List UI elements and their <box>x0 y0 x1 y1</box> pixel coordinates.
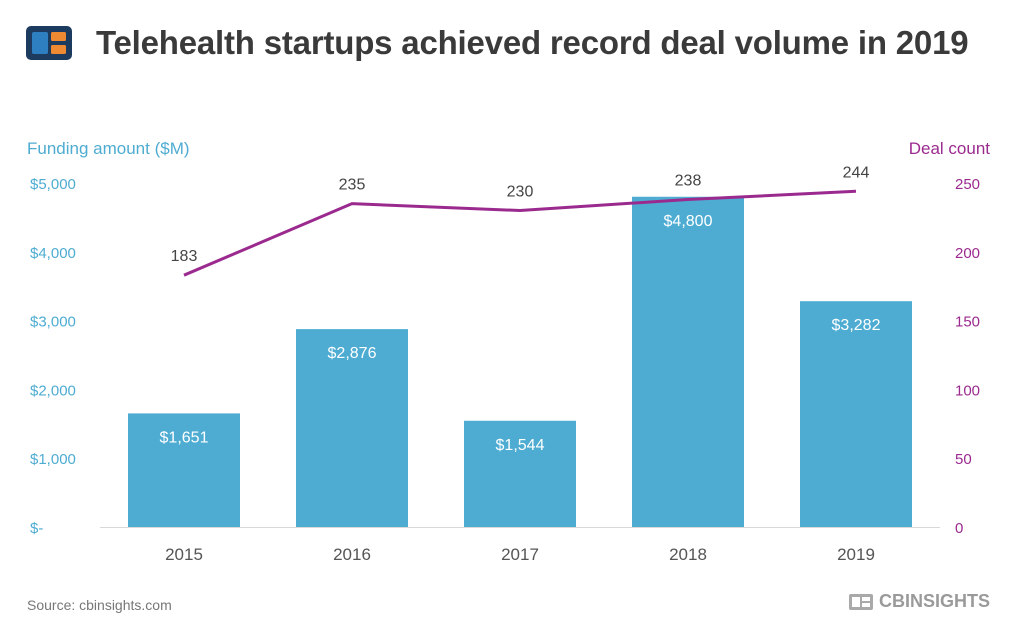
right-axis-tick-label: 100 <box>955 382 980 399</box>
x-axis-tick-label: 2017 <box>501 545 539 564</box>
bar <box>632 196 744 527</box>
brand-mark-icon <box>848 593 873 610</box>
x-axis-tick-label: 2018 <box>669 545 707 564</box>
left-axis-tick-label: $4,000 <box>30 245 76 262</box>
x-axis-tick-label: 2019 <box>837 545 875 564</box>
line-value-label: 235 <box>339 177 366 194</box>
x-axis-tick-label: 2016 <box>333 545 371 564</box>
deal-count-line <box>183 189 857 277</box>
left-axis-tick-label: $2,000 <box>30 382 76 399</box>
line-value-label: 238 <box>675 173 702 190</box>
right-axis-tick-label: 150 <box>955 314 980 331</box>
right-axis-tick-label: 250 <box>955 176 980 193</box>
bar-value-label: $1,544 <box>496 437 545 454</box>
right-axis-tick-label: 0 <box>955 520 963 537</box>
bar <box>464 420 576 527</box>
left-axis-tick-label: $3,000 <box>30 314 76 331</box>
right-axis-tick-label: 200 <box>955 245 980 262</box>
bar-value-label: $2,876 <box>328 345 377 362</box>
left-axis-tick-label: $- <box>30 520 43 537</box>
left-axis-title: Funding amount ($M) <box>27 139 190 158</box>
right-axis-title: Deal count <box>909 139 991 158</box>
cb-insights-logo-icon <box>26 26 72 60</box>
left-axis-tick-label: $1,000 <box>30 451 76 468</box>
bar <box>296 329 408 527</box>
line-value-label: 183 <box>171 248 198 265</box>
bar <box>800 301 912 527</box>
brand-wordmark: CBINSIGHTS <box>848 591 990 612</box>
source-note: Source: cbinsights.com <box>27 597 172 613</box>
line-value-label: 230 <box>507 184 534 201</box>
right-axis-tick-label: 50 <box>955 451 972 468</box>
bar-value-label: $4,800 <box>664 213 713 230</box>
x-axis-tick-label: 2015 <box>165 545 203 564</box>
brand-text: CBINSIGHTS <box>878 591 990 611</box>
bar <box>128 413 240 527</box>
bar-value-label: $3,282 <box>832 317 881 334</box>
line-value-label: 244 <box>843 164 870 181</box>
bar-value-label: $1,651 <box>160 429 209 446</box>
chart-title: Telehealth startups achieved record deal… <box>96 24 969 61</box>
left-axis-tick-label: $5,000 <box>30 176 76 193</box>
chart-header: Telehealth startups achieved record deal… <box>26 18 969 68</box>
